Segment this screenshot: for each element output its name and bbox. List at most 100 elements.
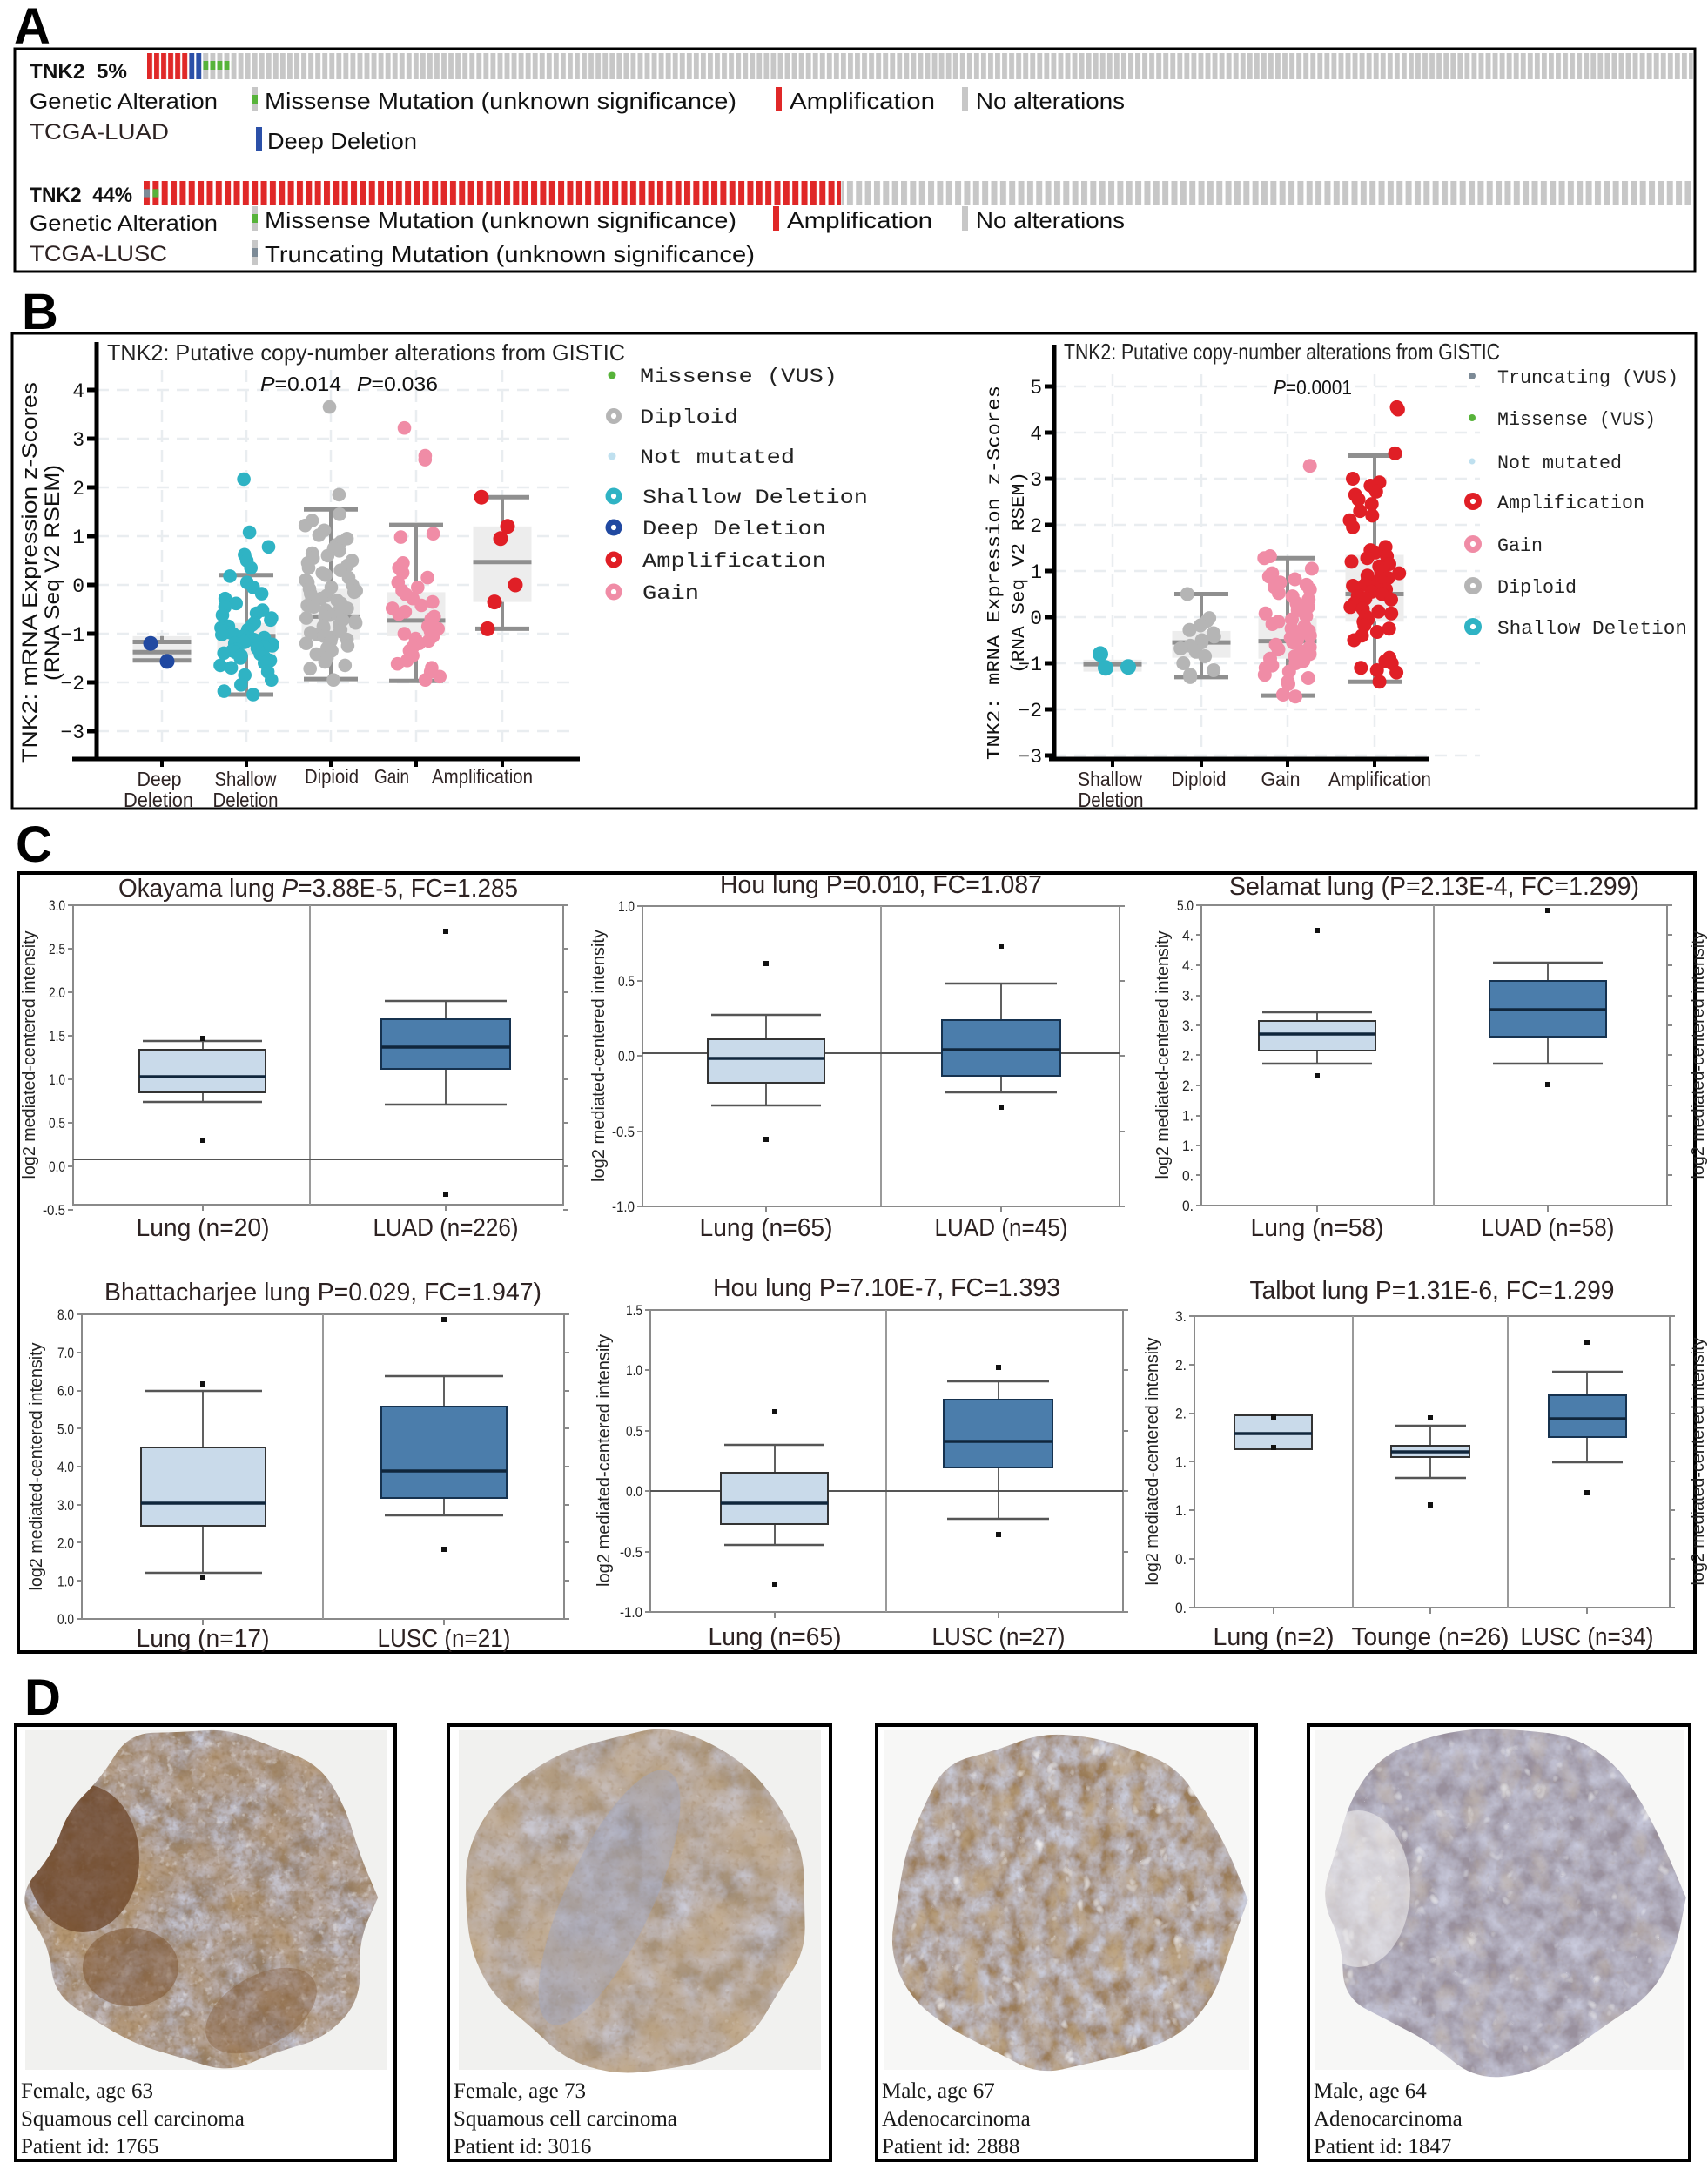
- svg-text:LUSC (n=34): LUSC (n=34): [1521, 1623, 1654, 1651]
- svg-text:2.5: 2.5: [49, 941, 65, 957]
- svg-text:0.0: 0.0: [626, 1483, 642, 1500]
- svg-text:Dipioid: Dipioid: [305, 765, 359, 788]
- svg-text:Not mutated: Not mutated: [640, 447, 795, 469]
- svg-text:Bhattacharjee lung P=0.029, FC: Bhattacharjee lung P=0.029, FC=1.947): [104, 1279, 541, 1306]
- svg-text:Male, age 67: Male, age 67: [882, 2079, 995, 2103]
- svg-text:Shallow: Shallow: [215, 768, 277, 790]
- svg-text:Selamat lung (P=2.13E-4, FC=1.: Selamat lung (P=2.13E-4, FC=1.299): [1229, 873, 1639, 901]
- svg-text:P=0.014: P=0.014: [260, 373, 341, 395]
- svg-text:2: 2: [1030, 515, 1042, 538]
- svg-text:1.0: 1.0: [618, 898, 635, 915]
- svg-text:Lung (n=17): Lung (n=17): [137, 1625, 270, 1653]
- svg-text:5.0: 5.0: [57, 1420, 74, 1437]
- svg-text:Deep Deletion: Deep Deletion: [267, 128, 417, 154]
- svg-text:−1: −1: [1018, 654, 1042, 676]
- svg-text:LUSC (n=27): LUSC (n=27): [932, 1623, 1066, 1651]
- svg-text:log2 mediated-centered intensi: log2 mediated-centered intensity: [1143, 1338, 1162, 1586]
- svg-text:Amplification: Amplification: [1328, 768, 1431, 790]
- svg-text:log2 mediated-centered intensi: log2 mediated-centered intensity: [1689, 931, 1708, 1179]
- svg-text:−2: −2: [1018, 700, 1042, 722]
- svg-text:Hou lung P=0.010, FC=1.087: Hou lung P=0.010, FC=1.087: [720, 871, 1042, 899]
- svg-text:0.0: 0.0: [618, 1048, 635, 1064]
- svg-text:TNK2: Putative copy-number alt: TNK2: Putative copy-number alterations f…: [107, 339, 625, 366]
- svg-text:(RNA Seq V2 RSEM): (RNA Seq V2 RSEM): [41, 465, 64, 681]
- svg-text:2.: 2.: [1175, 1406, 1187, 1422]
- svg-text:-0.5: -0.5: [612, 1124, 635, 1140]
- svg-text:3: 3: [72, 429, 84, 452]
- svg-text:6.0: 6.0: [57, 1383, 74, 1400]
- svg-text:0.5: 0.5: [626, 1423, 642, 1440]
- svg-text:TNK2 44%: TNK2 44%: [30, 184, 132, 207]
- svg-text:Deletion: Deletion: [1079, 789, 1144, 811]
- svg-text:Male, age 64: Male, age 64: [1314, 2079, 1427, 2103]
- svg-text:Patient id: 1765: Patient id: 1765: [21, 2135, 158, 2159]
- svg-text:Truncating Mutation (unknown s: Truncating Mutation (unknown significanc…: [265, 241, 755, 267]
- svg-text:1.5: 1.5: [626, 1302, 642, 1319]
- svg-text:Deep: Deep: [138, 768, 182, 790]
- svg-text:Adenocarcinoma: Adenocarcinoma: [882, 2107, 1031, 2131]
- svg-text:No alterations: No alterations: [976, 88, 1125, 114]
- svg-text:Missense Mutation (unknown sig: Missense Mutation (unknown significance): [265, 207, 736, 233]
- svg-text:Shallow: Shallow: [1078, 768, 1142, 790]
- svg-text:Amplification: Amplification: [787, 207, 932, 233]
- svg-text:3.: 3.: [1182, 1017, 1194, 1034]
- svg-text:-1.0: -1.0: [620, 1604, 642, 1621]
- svg-text:0.: 0.: [1175, 1551, 1187, 1568]
- svg-text:Talbot lung P=1.31E-6, FC=1.29: Talbot lung P=1.31E-6, FC=1.299: [1250, 1277, 1615, 1305]
- svg-text:Lung (n=58): Lung (n=58): [1251, 1214, 1384, 1242]
- svg-text:1.0: 1.0: [57, 1573, 74, 1589]
- svg-text:-0.5: -0.5: [620, 1544, 642, 1561]
- svg-text:log2 mediated-centered intensi: log2 mediated-centered intensity: [595, 1334, 614, 1587]
- svg-text:C: C: [16, 816, 52, 873]
- svg-text:4.: 4.: [1182, 957, 1194, 974]
- svg-text:Lung (n=65): Lung (n=65): [700, 1214, 833, 1242]
- svg-text:Gain: Gain: [1261, 768, 1301, 790]
- svg-text:−2: −2: [60, 673, 84, 695]
- svg-text:Amplification: Amplification: [642, 550, 826, 573]
- svg-text:LUAD (n=226): LUAD (n=226): [373, 1214, 519, 1242]
- svg-text:0.0: 0.0: [57, 1611, 74, 1628]
- svg-text:1.0: 1.0: [49, 1071, 65, 1088]
- svg-text:0: 0: [72, 575, 84, 598]
- svg-text:2.0: 2.0: [57, 1535, 74, 1552]
- svg-text:0.5: 0.5: [618, 973, 635, 990]
- svg-text:4.0: 4.0: [57, 1459, 74, 1475]
- svg-text:−1: −1: [60, 624, 84, 647]
- svg-text:TCGA-LUAD: TCGA-LUAD: [30, 120, 169, 144]
- svg-text:Lung (n=2): Lung (n=2): [1214, 1623, 1335, 1651]
- svg-text:1.: 1.: [1182, 1108, 1194, 1125]
- svg-text:Lung (n=65): Lung (n=65): [709, 1623, 842, 1651]
- svg-text:0.: 0.: [1175, 1600, 1187, 1616]
- svg-text:Shallow Deletion: Shallow Deletion: [642, 487, 868, 509]
- svg-text:Gain: Gain: [1497, 535, 1543, 557]
- svg-text:LUAD (n=58): LUAD (n=58): [1482, 1214, 1615, 1242]
- svg-text:TNK2 5%: TNK2 5%: [30, 60, 127, 84]
- svg-text:D: D: [24, 1669, 61, 1726]
- svg-text:Amplification: Amplification: [790, 88, 935, 114]
- svg-text:−3: −3: [1018, 746, 1042, 769]
- svg-text:Adenocarcinoma: Adenocarcinoma: [1314, 2107, 1463, 2131]
- svg-text:Truncating (VUS): Truncating (VUS): [1497, 367, 1678, 389]
- svg-text:0.5: 0.5: [49, 1115, 65, 1132]
- svg-text:3.: 3.: [1175, 1308, 1187, 1325]
- svg-text:Genetic Alteration: Genetic Alteration: [30, 212, 218, 236]
- svg-text:Amplification: Amplification: [1497, 493, 1644, 514]
- svg-text:A: A: [14, 0, 50, 55]
- svg-text:Lung (n=20): Lung (n=20): [137, 1214, 270, 1242]
- svg-text:Okayama lung P=3.88E-5, FC=1.2: Okayama lung P=3.88E-5, FC=1.285: [118, 875, 518, 903]
- svg-text:2.: 2.: [1182, 1078, 1194, 1094]
- svg-text:Hou lung P=7.10E-7, FC=1.393: Hou lung P=7.10E-7, FC=1.393: [713, 1274, 1060, 1302]
- svg-text:1.: 1.: [1175, 1454, 1187, 1470]
- svg-text:Gain: Gain: [374, 765, 409, 788]
- svg-text:−3: −3: [60, 722, 84, 744]
- svg-text:Missense Mutation (unknown sig: Missense Mutation (unknown significance): [265, 88, 736, 114]
- svg-text:Squamous cell carcinoma: Squamous cell carcinoma: [21, 2107, 245, 2131]
- svg-text:Missense (VUS): Missense (VUS): [1497, 409, 1656, 431]
- svg-text:1.5: 1.5: [49, 1028, 65, 1044]
- svg-text:3.0: 3.0: [49, 897, 65, 914]
- svg-text:0.: 0.: [1182, 1168, 1194, 1185]
- svg-text:2: 2: [72, 478, 84, 500]
- svg-text:Patient id: 3016: Patient id: 3016: [454, 2135, 591, 2159]
- svg-text:4: 4: [1030, 423, 1042, 446]
- svg-text:log2 mediated-centered intensi: log2 mediated-centered intensity: [1689, 1338, 1708, 1586]
